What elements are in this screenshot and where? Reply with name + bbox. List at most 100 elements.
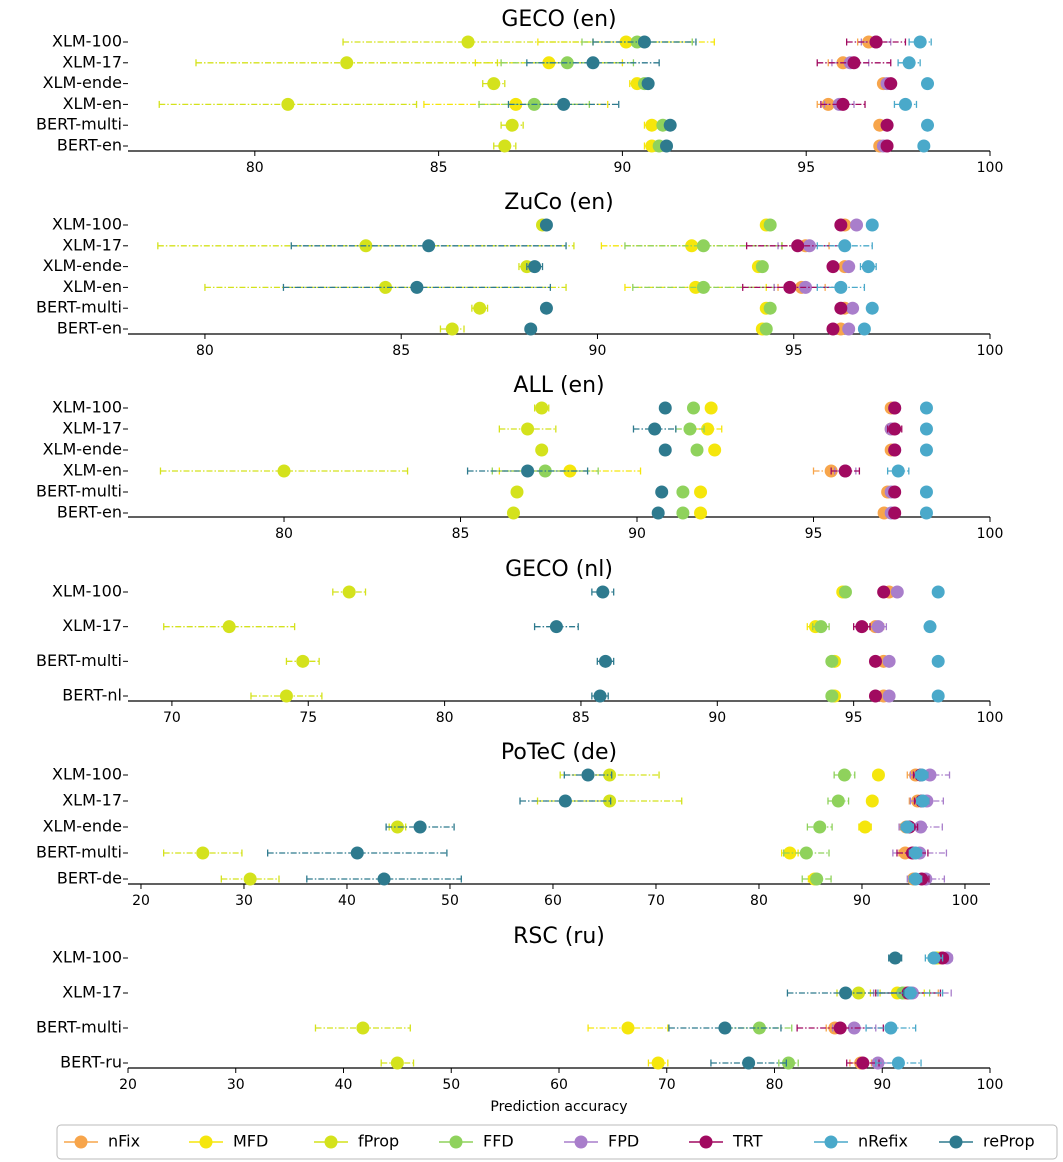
panels: GECO (en)80 85 90 95 100XLM-100XLM-17XLM-end… xyxy=(36,7,1003,1115)
dot xyxy=(586,56,600,70)
y-tick-label: XLM-ende xyxy=(43,256,122,275)
dot xyxy=(655,485,669,499)
x-tick-label: 30 xyxy=(227,1077,245,1093)
error-bar xyxy=(893,100,918,108)
dot xyxy=(902,56,916,70)
panel: GECO (nl) 70 75 80 85 90 95 100 XLM-100 XLM-17 BER… xyxy=(36,557,1003,726)
dot xyxy=(637,35,651,49)
x-tick-label: 100 xyxy=(977,1077,1004,1093)
error-bar xyxy=(908,38,932,46)
dot xyxy=(869,35,883,49)
dot xyxy=(782,1056,796,1070)
dot xyxy=(539,301,553,315)
dot xyxy=(847,56,861,70)
dot xyxy=(888,485,902,499)
legend-marker xyxy=(574,1135,588,1149)
dot xyxy=(855,620,869,634)
panel: RSC (ru) 20 30 40 50 60 70 80 90 100 XLM-100 XLM-17… xyxy=(36,924,1003,1115)
dot xyxy=(752,1021,766,1035)
error-bar xyxy=(500,121,524,129)
dot xyxy=(857,322,871,336)
legend-marker xyxy=(824,1135,838,1149)
dot xyxy=(903,986,917,1000)
y-tick-label: XLM-ende xyxy=(43,440,122,459)
error-bar xyxy=(827,797,850,805)
dot xyxy=(888,422,902,436)
dot xyxy=(196,846,210,860)
dot xyxy=(694,485,708,499)
dot xyxy=(831,794,845,808)
y-tick-label: BERT-multi xyxy=(36,482,122,501)
dot xyxy=(521,464,535,478)
error-bar xyxy=(482,80,506,88)
dot xyxy=(826,260,840,274)
dot xyxy=(931,689,945,703)
dot xyxy=(510,485,524,499)
y-tick-label: BERT-ru xyxy=(60,1053,122,1072)
dot xyxy=(539,218,553,232)
x-tick-label: 70 xyxy=(647,893,665,909)
dot xyxy=(410,280,424,294)
dot xyxy=(850,218,864,232)
y-tick-label: XLM-17 xyxy=(62,983,122,1002)
dot xyxy=(871,620,885,634)
error-bar xyxy=(537,38,715,46)
dot xyxy=(909,872,923,886)
legend-label: MFD xyxy=(233,1132,268,1151)
dot xyxy=(919,485,933,499)
panel: ALL (en) 80 85 90 95 100 XLM-100 XLM-17 XLM-ende… xyxy=(36,373,1003,542)
dot xyxy=(413,820,427,834)
dot xyxy=(528,260,542,274)
x-tick-label: 95 xyxy=(805,526,823,542)
dot xyxy=(916,794,930,808)
dot xyxy=(390,1056,404,1070)
dot xyxy=(694,506,708,520)
x-tick-label: 90 xyxy=(708,710,726,726)
dot xyxy=(880,118,894,132)
x-tick-label: 70 xyxy=(163,710,181,726)
legend-label: nRefix xyxy=(858,1132,908,1151)
dot xyxy=(696,280,710,294)
dot xyxy=(884,77,898,91)
x-tick-label: 80 xyxy=(196,343,214,359)
dot xyxy=(506,506,520,520)
legend-marker xyxy=(74,1135,88,1149)
dot xyxy=(856,1056,870,1070)
dot xyxy=(596,585,610,599)
y-tick-label: XLM-17 xyxy=(62,52,122,71)
dot xyxy=(377,872,391,886)
dot xyxy=(913,35,927,49)
x-tick-label: 100 xyxy=(977,343,1004,359)
dot xyxy=(868,654,882,668)
x-tick-label: 85 xyxy=(452,526,470,542)
x-tick-label: 50 xyxy=(442,1077,460,1093)
dot xyxy=(676,485,690,499)
y-tick-label: XLM-17 xyxy=(62,235,122,254)
error-bar xyxy=(820,100,866,108)
error-bar xyxy=(833,771,856,779)
x-tick-label: 20 xyxy=(119,1077,137,1093)
dot xyxy=(686,401,700,415)
error-bar xyxy=(668,1024,782,1032)
dot xyxy=(390,820,404,834)
x-tick-label: 20 xyxy=(132,893,150,909)
dot xyxy=(473,301,487,315)
panel-title: ALL (en) xyxy=(513,373,604,398)
y-tick-label: XLM-100 xyxy=(52,32,122,51)
dot xyxy=(882,654,896,668)
x-tick-label: 90 xyxy=(873,1077,891,1093)
dot xyxy=(900,820,914,834)
dot xyxy=(621,1021,635,1035)
y-tick-label: BERT-multi xyxy=(36,298,122,317)
dot xyxy=(799,846,813,860)
x-tick-label: 60 xyxy=(544,893,562,909)
dot xyxy=(865,794,879,808)
error-bar xyxy=(163,623,296,631)
x-tick-label: 60 xyxy=(550,1077,568,1093)
y-tick-label: BERT-multi xyxy=(36,1018,122,1037)
dot xyxy=(277,464,291,478)
x-tick-label: 90 xyxy=(613,160,631,176)
x-tick-label: 40 xyxy=(335,1077,353,1093)
legend-label: TRT xyxy=(732,1132,763,1151)
